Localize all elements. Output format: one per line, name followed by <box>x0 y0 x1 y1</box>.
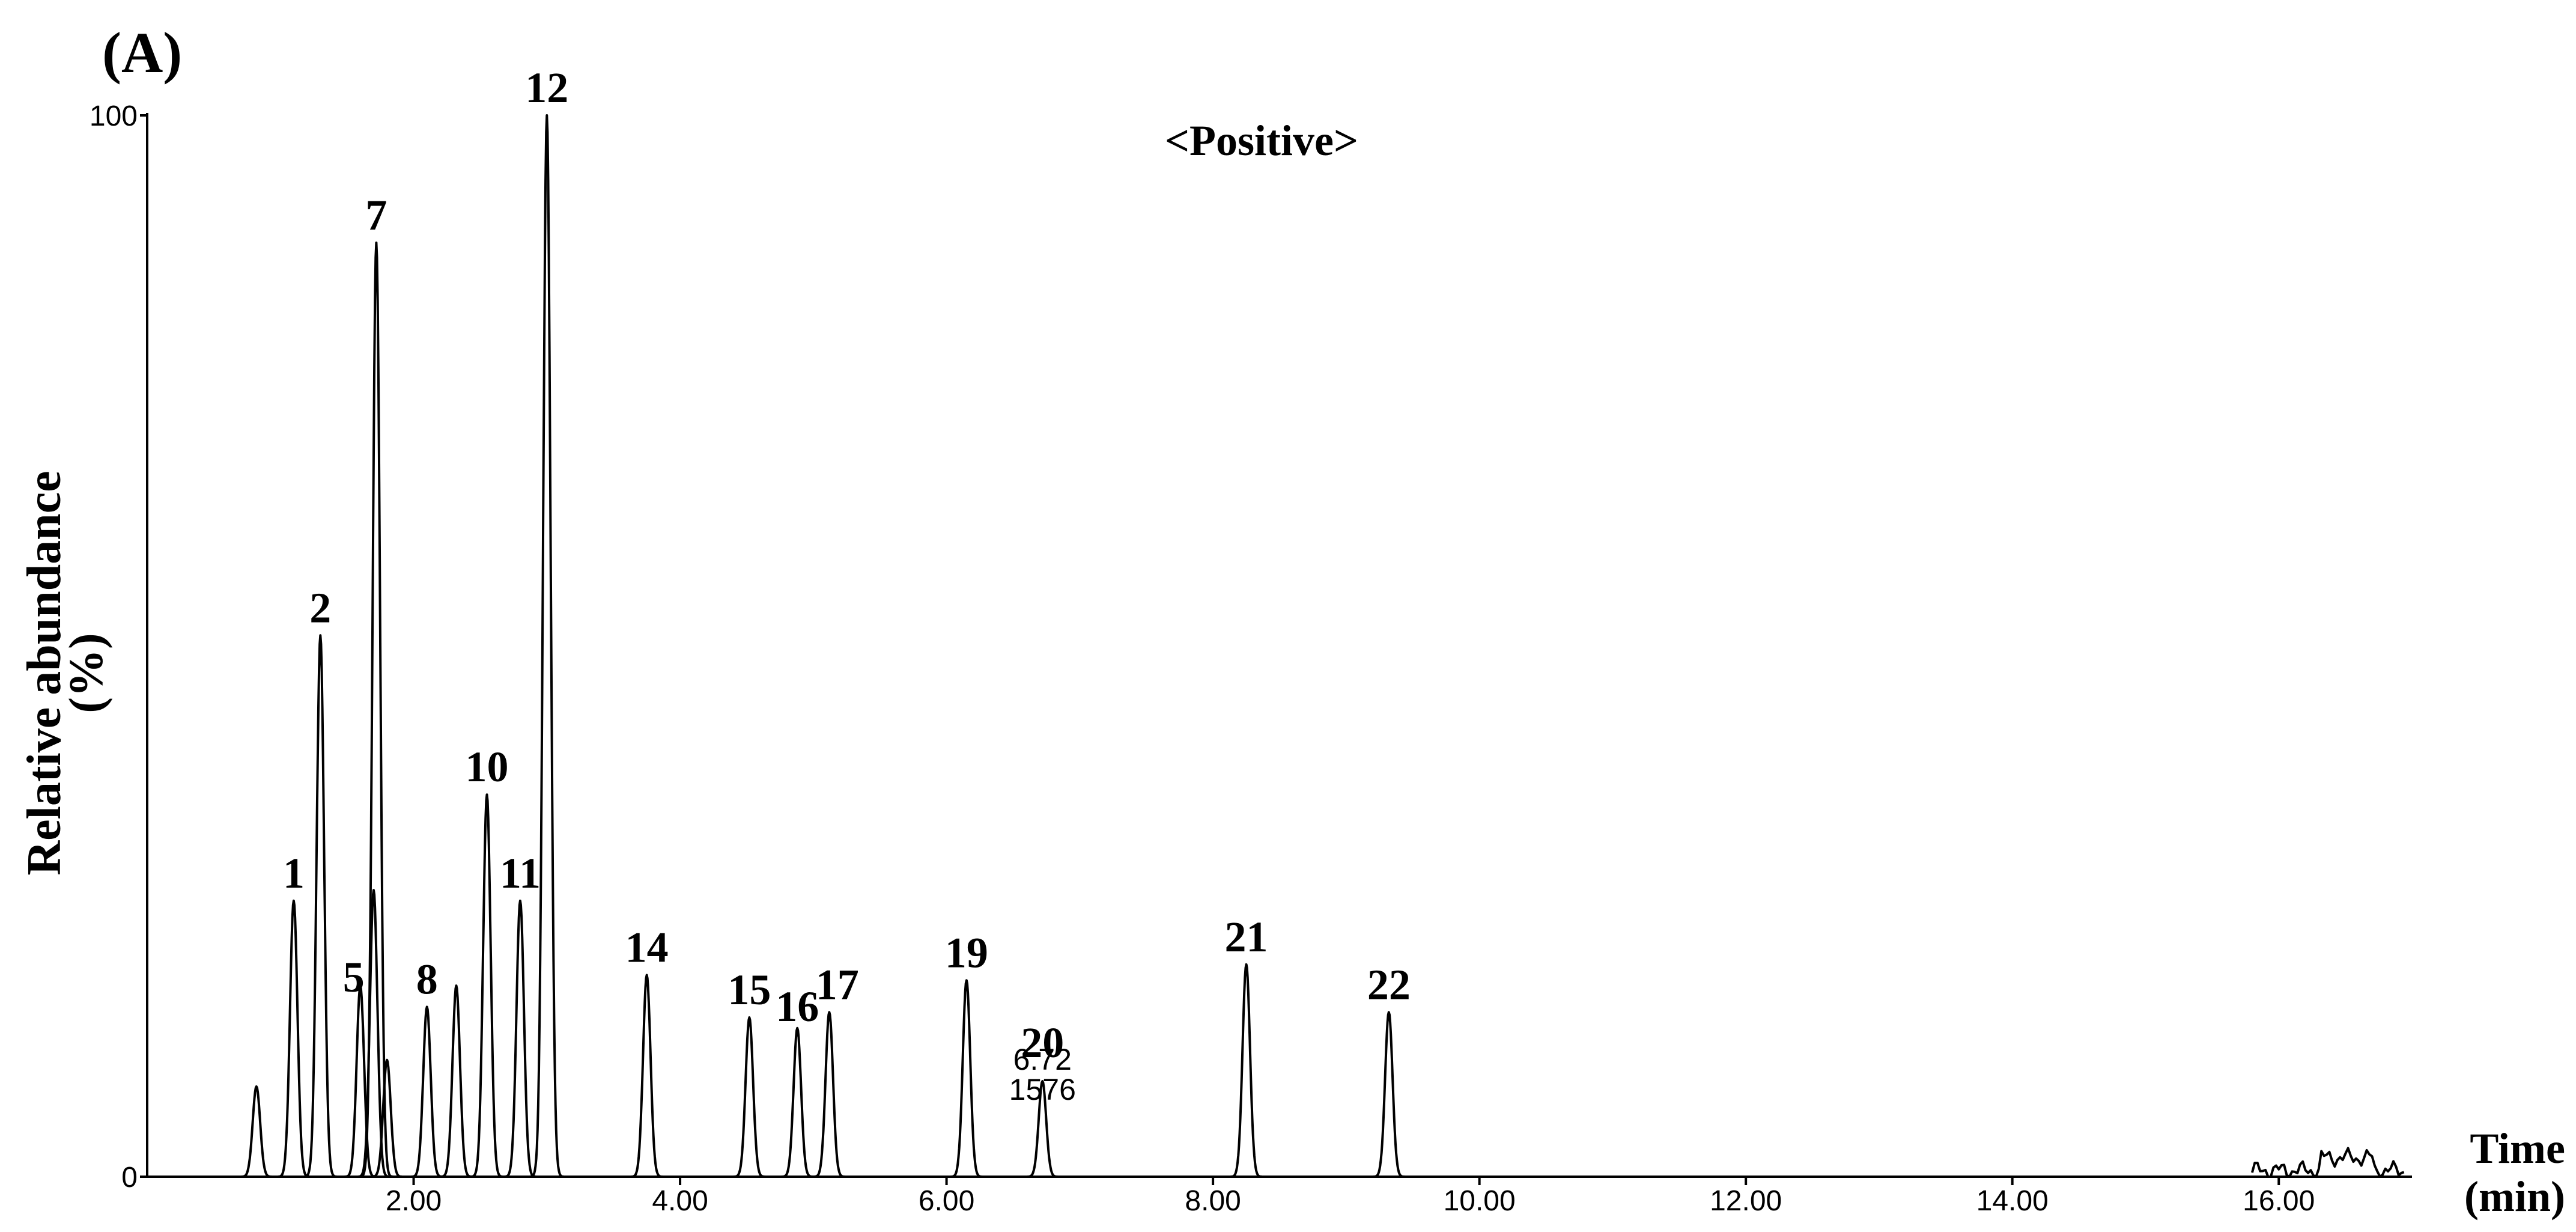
peak-annotation: 6.72 1576 <box>1009 1043 1076 1106</box>
y-tick-label-0: 0 <box>121 1162 138 1194</box>
peak-trace-10 <box>501 899 539 1178</box>
x-axis-label-line1: Time <box>2470 1124 2565 1173</box>
peak-label-15: 15 <box>728 966 771 1014</box>
y-axis-title: Relative abundance (%) <box>18 471 113 875</box>
peak-trace-12 <box>627 974 666 1178</box>
baseline-noise-trace <box>2250 1147 2405 1178</box>
peak-label-1: 1 <box>283 849 305 897</box>
peak-trace-5 <box>357 241 396 1178</box>
peak-trace-14 <box>778 1026 817 1178</box>
peak-label-12: 12 <box>525 64 568 112</box>
peak-label-10: 10 <box>466 743 509 791</box>
y-tick-label-1: 100 <box>90 100 138 132</box>
peak-trace-17 <box>1023 1080 1062 1178</box>
x-tick-label-0: 2.00 <box>386 1185 442 1217</box>
axes <box>146 113 2412 1178</box>
peak-trace-6 <box>368 1058 407 1178</box>
x-tick-label-3: 8.00 <box>1185 1185 1241 1217</box>
peak-label-2: 2 <box>309 584 331 632</box>
peak-trace-7 <box>407 1005 446 1178</box>
peak-trace-16 <box>947 979 986 1178</box>
y-axis-label-line2: (%) <box>60 633 113 713</box>
peak-trace-0 <box>237 1085 276 1178</box>
peak-trace-2 <box>301 634 340 1178</box>
peak-label-5: 5 <box>343 953 365 1001</box>
peak-trace-9 <box>467 793 506 1178</box>
peak-label-16: 16 <box>776 983 819 1031</box>
peak-trace-18 <box>1227 963 1266 1178</box>
peak-trace-13 <box>730 1016 769 1178</box>
peak-label-17: 17 <box>816 960 859 1008</box>
x-ticks: 2.00 4.00 6.00 8.00 10.00 12.00 14.00 16.00 <box>386 1177 2315 1217</box>
peak-trace-11 <box>527 114 567 1178</box>
peak-label-8: 8 <box>416 955 438 1003</box>
panel-label: (A) <box>102 20 182 85</box>
peak-trace-1 <box>275 899 313 1178</box>
peak-label-11: 11 <box>500 849 541 897</box>
peak-trace-8 <box>437 984 476 1178</box>
peak-label-22: 22 <box>1367 960 1411 1008</box>
x-tick-label-4: 10.00 <box>1444 1185 1516 1217</box>
x-tick-label-1: 4.00 <box>652 1185 708 1217</box>
peak-trace-19 <box>1369 1011 1408 1178</box>
peak-label-21: 21 <box>1225 913 1268 961</box>
x-tick-label-6: 14.00 <box>1976 1185 2049 1217</box>
peak-label-19: 19 <box>945 929 988 977</box>
y-axis-label-line1: Relative abundance <box>18 471 71 875</box>
annotation-retention-time: 6.72 <box>1013 1043 1072 1076</box>
chromatogram-traces <box>237 114 2405 1178</box>
peak-trace-15 <box>810 1011 849 1178</box>
mode-label: <Positive> <box>1165 117 1358 165</box>
x-tick-label-7: 16.00 <box>2243 1185 2315 1217</box>
peak-label-20: 20 <box>1021 1019 1064 1067</box>
annotation-area-value: 1576 <box>1009 1073 1076 1106</box>
peak-trace-3 <box>341 984 380 1178</box>
x-tick-label-2: 6.00 <box>919 1185 974 1217</box>
x-tick-label-5: 12.00 <box>1710 1185 1782 1217</box>
peak-label-7: 7 <box>365 191 387 239</box>
peak-label-14: 14 <box>625 923 669 971</box>
y-ticks: 0 100 <box>90 100 147 1194</box>
x-axis-label-line2: (min) <box>2464 1173 2565 1221</box>
